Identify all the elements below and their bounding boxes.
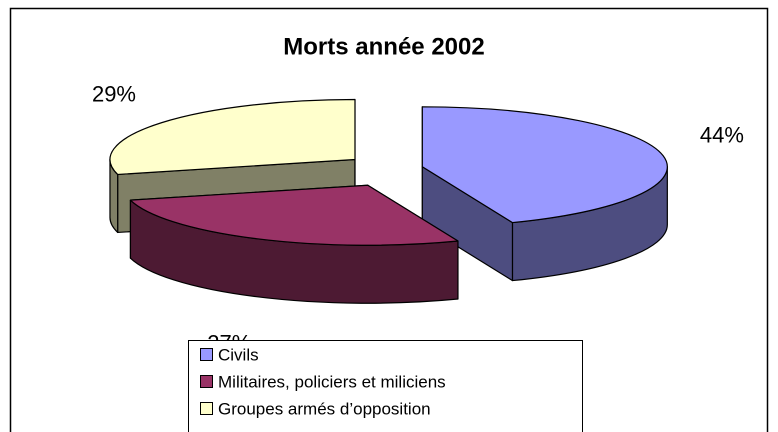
legend-label: Militaires, policiers et miliciens — [218, 372, 446, 391]
legend: Civils Militaires, policiers et miliciens… — [200, 345, 446, 418]
data-label: 44% — [700, 123, 744, 148]
legend-box — [188, 340, 583, 432]
chart-title: Morts année 2002 — [283, 33, 484, 60]
slice — [109, 98, 356, 176]
legend-swatch — [200, 348, 213, 361]
legend-swatch — [200, 375, 213, 388]
legend-label: Civils — [218, 345, 259, 364]
legend-label: Groupes armés d’opposition — [218, 399, 431, 418]
legend-swatch — [200, 402, 213, 415]
slice — [129, 184, 459, 246]
pie: 44%27%29% — [92, 81, 744, 355]
slice — [421, 106, 668, 224]
data-label: 29% — [92, 81, 136, 106]
